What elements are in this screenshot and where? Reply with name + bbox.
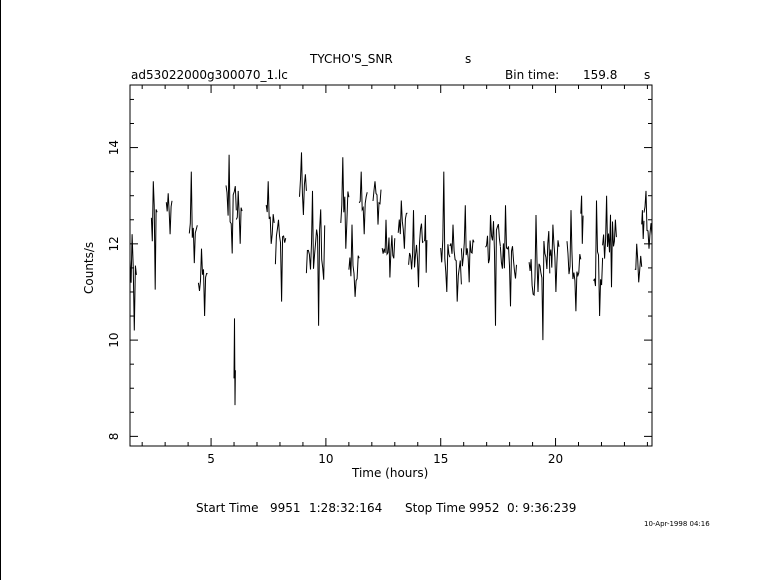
light-curve-segment [197,248,208,317]
y-tick-label: 10 [107,332,121,347]
light-curve-segment [188,171,198,264]
object-unit: s [465,52,472,66]
light-curve-segment [372,181,382,225]
x-axis-label: Time (hours) [352,466,429,480]
light-curve-segment [340,157,350,249]
light-curve-segment [265,181,275,244]
light-curve-segment [150,181,158,290]
light-curve-segment [593,200,604,317]
light-curve-segment [348,224,360,297]
bin-time-label: Bin time: [505,68,560,82]
light-curve-segment [165,193,173,235]
left-border [0,0,1,580]
bin-time-unit: s [644,68,651,82]
light-curve-segment [397,200,408,249]
light-curve-segment [566,210,582,312]
light-curve-segment [424,214,428,273]
light-curve-segment [233,318,236,406]
light-curve-segment [299,152,307,216]
start-time-label: Start Time [196,501,259,515]
x-axis-ticks: 5 10 15 20 [141,85,648,466]
light-curve-segment [499,205,517,307]
x-tick-label: 10 [318,452,333,466]
light-curve-segment [129,234,137,331]
start-time-day: 9951 [270,501,301,515]
stop-time-clock: 0: 9:36:239 [507,501,577,515]
light-curve-series [129,152,653,406]
file-name: ad53022000g300070_1.lc [131,68,288,82]
y-tick-label: 14 [107,140,121,155]
x-tick-label: 20 [548,452,563,466]
plot-frame [129,84,653,447]
object-title: TYCHO'S_SNR [310,52,393,66]
light-curve-segment [449,224,462,302]
plot-border [129,84,653,447]
light-curve-segment [602,195,617,288]
x-tick-label: 15 [433,452,448,466]
light-curve-segment [440,171,451,293]
light-curve-segment [549,224,560,293]
light-curve-segment [460,205,475,283]
light-curve-segment [528,214,551,341]
light-curve-segment [634,243,643,283]
light-curve-segment [580,195,584,244]
timestamp: 10-Apr-1998 04:16 [644,520,710,528]
stop-time-label: Stop Time [405,501,466,515]
light-curve-segment [408,210,424,288]
y-tick-label: 12 [107,236,121,251]
y-axis-label: Counts/s [82,241,96,294]
light-curve-segment [381,219,396,278]
light-curve-segment [235,190,243,244]
light-curve-segment [485,214,501,326]
x-tick-label: 5 [207,452,215,466]
light-curve-segment [643,190,653,249]
light-curve-segment [641,210,645,240]
stop-time-day: 9952 [469,501,500,515]
y-axis-ticks: 8 10 12 14 [107,98,652,441]
light-curve-segment [305,190,326,326]
y-tick-label: 8 [107,433,121,441]
light-curve-segment [358,171,368,235]
bin-time-value: 159.8 [583,68,618,82]
light-curve-segment [225,154,237,254]
start-time-clock: 1:28:32:164 [309,501,383,515]
light-curve-segment [274,219,287,302]
